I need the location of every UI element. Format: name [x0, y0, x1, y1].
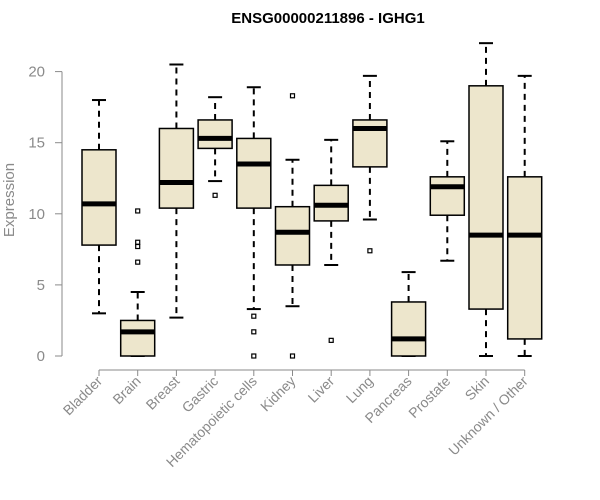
x-tick-label: Liver: [305, 373, 338, 406]
outlier-point: [212, 192, 218, 198]
box-iqr: [429, 176, 466, 216]
box-5: [274, 93, 311, 359]
box-10: [468, 42, 504, 357]
y-tick-label: 10: [28, 206, 45, 223]
chart-title: ENSG00000211896 - IGHG1: [231, 10, 424, 27]
box-7: [352, 74, 388, 254]
box-iqr: [468, 85, 504, 310]
box-8: [390, 271, 427, 357]
y-axis: 0 5 10 15 20: [28, 64, 63, 365]
outlier-point: [135, 243, 141, 250]
x-tick-label: Prostate: [405, 373, 453, 421]
box-iqr: [119, 319, 156, 357]
outlier-point: [251, 329, 257, 335]
box-series: [81, 42, 543, 359]
outlier-point: [289, 93, 296, 99]
outlier-point: [367, 248, 373, 254]
box-iqr: [390, 301, 427, 357]
x-tick-label: Bladder: [60, 373, 106, 419]
box-4: [236, 86, 272, 359]
x-tick-label: Brain: [109, 373, 143, 407]
box-0: [81, 99, 117, 315]
outlier-point: [135, 208, 141, 214]
box-2: [158, 63, 195, 319]
y-tick-label: 20: [28, 64, 45, 81]
outlier-point: [251, 353, 257, 359]
x-tick-label: Lung: [343, 373, 376, 406]
box-iqr: [274, 205, 311, 266]
x-tick-label: Skin: [462, 373, 493, 404]
x-tick-label: Kidney: [257, 373, 299, 415]
y-tick-label: 5: [37, 277, 45, 294]
x-tick-label: Breast: [143, 373, 183, 413]
y-tick-label: 0: [37, 348, 45, 365]
box-iqr: [197, 119, 233, 150]
box-iqr: [506, 176, 543, 340]
box-1: [119, 208, 156, 357]
box-6: [313, 138, 349, 343]
box-11: [506, 74, 543, 357]
box-3: [197, 96, 233, 198]
outlier-point: [328, 337, 334, 343]
box-iqr: [236, 137, 272, 209]
outlier-point: [289, 353, 296, 359]
box-9: [429, 140, 466, 262]
outlier-point: [135, 239, 141, 245]
y-tick-label: 15: [28, 135, 45, 152]
box-iqr: [158, 127, 195, 209]
outlier-point: [135, 259, 141, 265]
box-iqr: [81, 149, 117, 246]
outlier-point: [251, 313, 257, 319]
y-axis-label: Expression: [1, 163, 18, 237]
